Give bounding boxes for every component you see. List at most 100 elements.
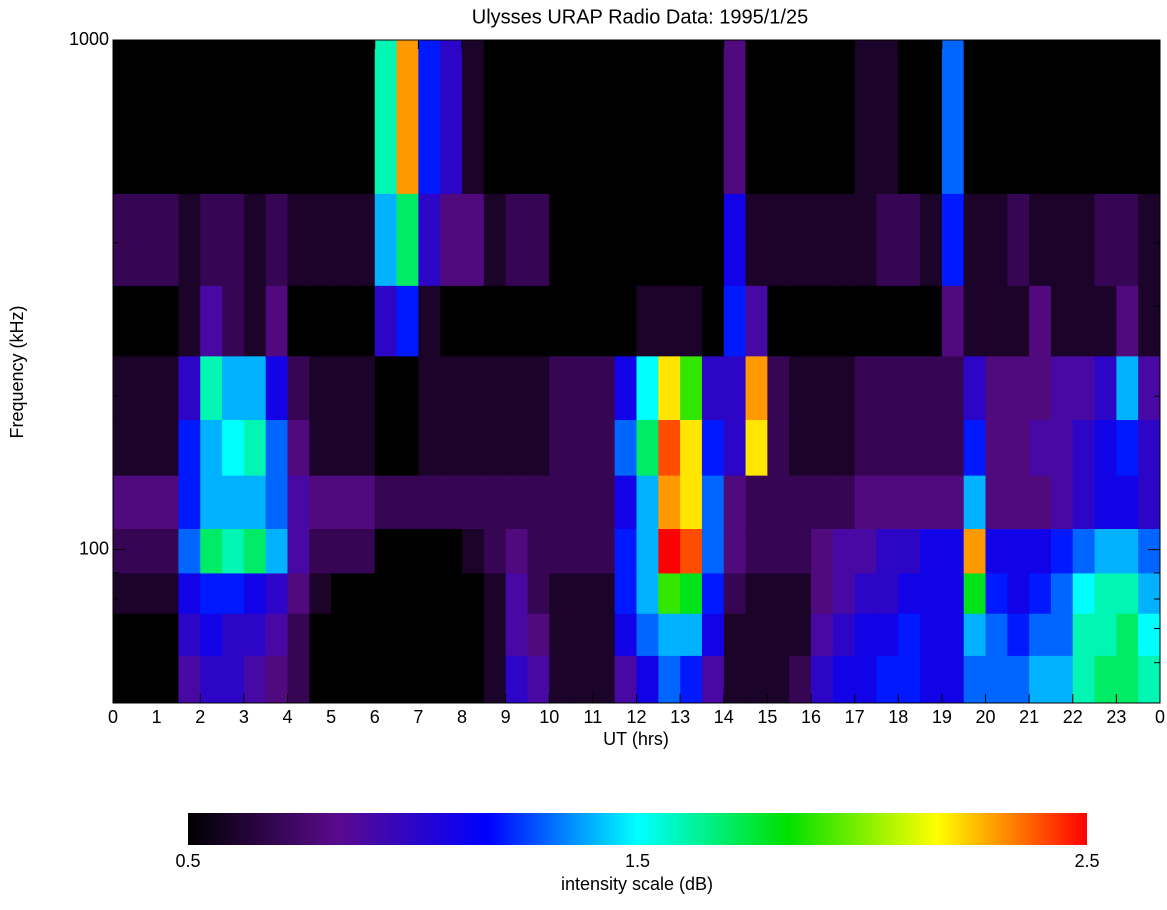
heatmap-cell [352, 528, 376, 574]
heatmap-cell [287, 655, 310, 704]
heatmap-cell [789, 655, 812, 704]
heatmap-cell [352, 655, 376, 704]
heatmap-cell [680, 475, 703, 530]
x-tick-label: 5 [326, 707, 336, 727]
heatmap-cell [352, 40, 376, 194]
heatmap-cell [462, 285, 485, 357]
heatmap-cell [811, 572, 834, 614]
heatmap-cell [374, 528, 398, 574]
x-tick-label: 16 [801, 707, 821, 727]
heatmap-cell [222, 40, 245, 194]
heatmap-cell [592, 572, 616, 614]
heatmap-cell [811, 655, 834, 704]
heatmap-cell [1007, 572, 1030, 614]
heatmap-cell [462, 528, 485, 574]
heatmap-cell [636, 528, 659, 574]
heatmap-cell [920, 419, 943, 476]
heatmap-cell [963, 655, 986, 704]
heatmap-cell [352, 355, 376, 421]
heatmap-cell [745, 419, 768, 476]
heatmap-cell [265, 193, 288, 286]
heatmap-cell [723, 475, 747, 530]
heatmap-cell [767, 528, 790, 574]
heatmap-cell [505, 419, 528, 476]
heatmap-cell [178, 572, 201, 614]
heatmap-cell [549, 475, 572, 530]
heatmap-cell [156, 655, 179, 704]
heatmap-cell [549, 40, 572, 194]
heatmap-cell [1116, 572, 1139, 614]
heatmap-cell [636, 355, 659, 421]
heatmap-cell [265, 40, 288, 194]
heatmap-cell [941, 572, 965, 614]
x-tick-label: 8 [457, 707, 467, 727]
heatmap-cell [462, 40, 485, 194]
heatmap-cell [483, 193, 507, 286]
colorbar-title: intensity scale (dB) [561, 874, 713, 894]
heatmap-cell [745, 655, 768, 704]
x-tick-label: 9 [501, 707, 511, 727]
heatmap-cell [549, 613, 572, 656]
heatmap-cell [287, 475, 310, 530]
heatmap-cell [832, 475, 856, 530]
heatmap-cell [156, 613, 179, 656]
heatmap-cell [1138, 475, 1161, 530]
heatmap-cell [483, 475, 507, 530]
heatmap-cell [701, 572, 725, 614]
heatmap-cell [505, 655, 528, 704]
heatmap-cell [440, 193, 463, 286]
heatmap-cell [723, 193, 747, 286]
heatmap-cell [1116, 655, 1139, 704]
heatmap-cell [854, 528, 877, 574]
heatmap-cell [549, 193, 572, 286]
heatmap-cell [745, 40, 768, 194]
heatmap-cell [571, 475, 594, 530]
heatmap-cell [396, 193, 419, 286]
heatmap-cell [134, 193, 158, 286]
heatmap-cell [920, 475, 943, 530]
heatmap-cell [658, 419, 681, 476]
heatmap-cell [483, 419, 507, 476]
heatmap-cell [200, 355, 223, 421]
heatmap-cell [592, 193, 616, 286]
heatmap-cell [898, 613, 921, 656]
heatmap-cell [701, 193, 725, 286]
heatmap-cell [1007, 40, 1030, 194]
heatmap-cell [789, 613, 812, 656]
heatmap-cell [331, 655, 354, 704]
heatmap-cell [1116, 193, 1139, 286]
heatmap-cell [331, 475, 354, 530]
heatmap-cell [963, 355, 986, 421]
heatmap-cell [767, 475, 790, 530]
heatmap-cell [222, 193, 245, 286]
heatmap-cell [483, 40, 507, 194]
heatmap-cell [440, 528, 463, 574]
heatmap-cell [898, 419, 921, 476]
x-tick-label: 12 [626, 707, 646, 727]
heatmap-cell [113, 355, 136, 421]
heatmap-cell [505, 572, 528, 614]
heatmap-cell [549, 528, 572, 574]
heatmap-cell [876, 193, 899, 286]
heatmap-cell [178, 355, 201, 421]
heatmap-cell [701, 613, 725, 656]
heatmap-cell [1138, 285, 1161, 357]
heatmap-cell [113, 572, 136, 614]
heatmap-cell [963, 419, 986, 476]
heatmap-cell [614, 419, 637, 476]
heatmap-cell [1094, 40, 1117, 194]
heatmap-cell [571, 572, 594, 614]
heatmap-cell [243, 40, 267, 194]
x-tick-label: 10 [539, 707, 559, 727]
heatmap-cell [941, 285, 965, 357]
heatmap-cell [745, 285, 768, 357]
x-tick-label: 22 [1063, 707, 1083, 727]
heatmap-cell [200, 475, 223, 530]
heatmap-cell [113, 655, 136, 704]
heatmap-cell [680, 572, 703, 614]
x-tick-label: 21 [1019, 707, 1039, 727]
heatmap-cell [331, 528, 354, 574]
x-tick-label: 18 [888, 707, 908, 727]
heatmap-cell [701, 40, 725, 194]
